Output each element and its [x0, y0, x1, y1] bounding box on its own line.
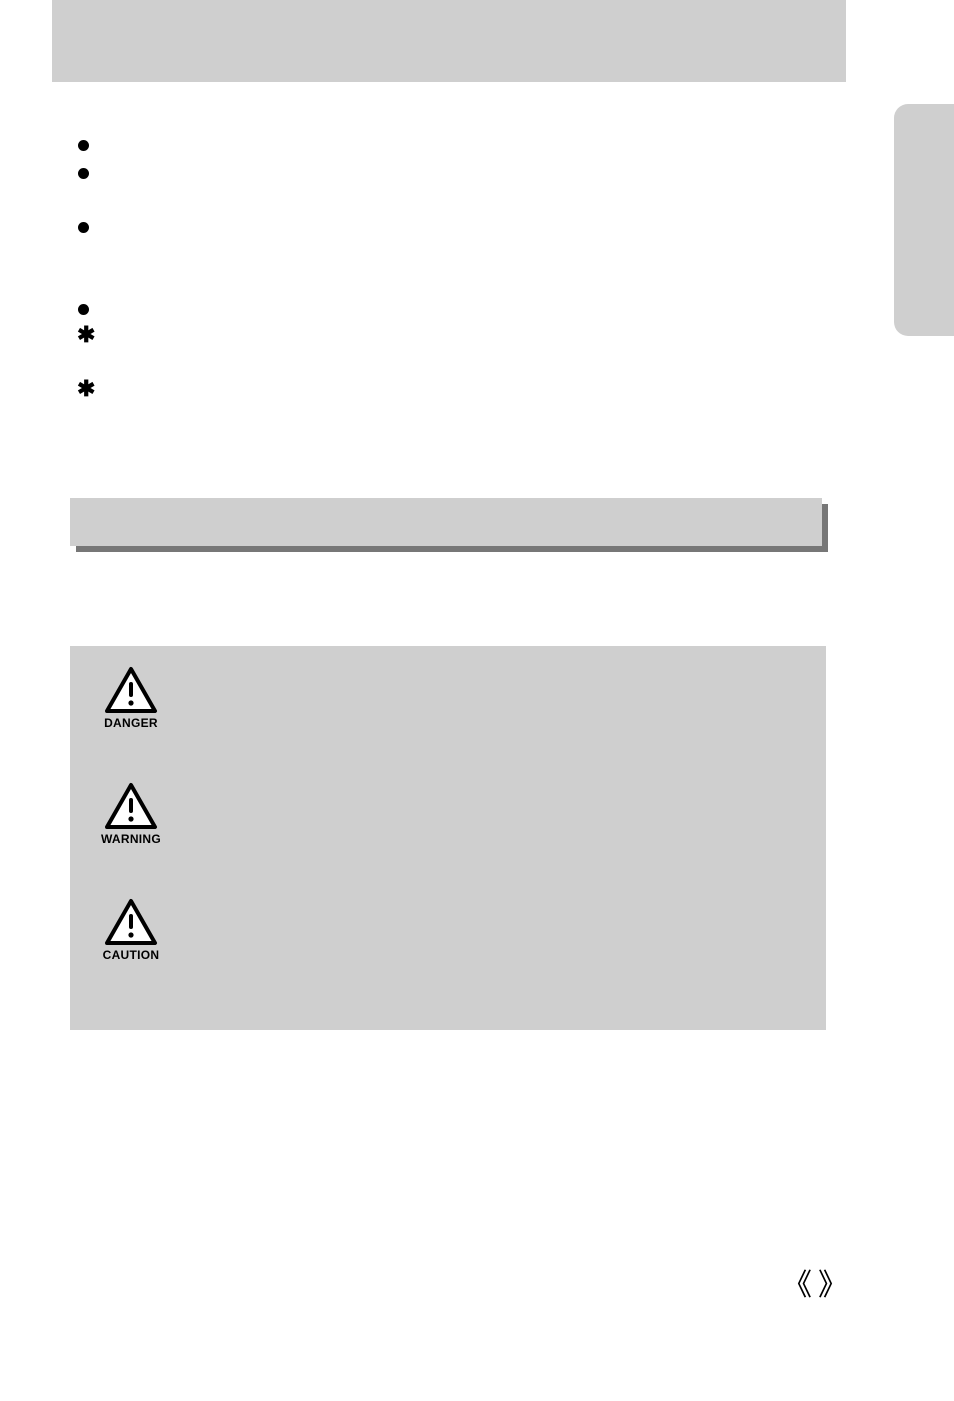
header-bar	[52, 0, 846, 82]
warning-triangle-icon	[104, 898, 158, 946]
asterisk-icon: ✱	[77, 382, 95, 396]
hazard-caution: CAUTION	[100, 898, 162, 962]
hazard-label: CAUTION	[100, 948, 162, 962]
section-header-front	[70, 498, 822, 546]
hazard-warning: WARNING	[100, 782, 162, 846]
hazard-label: WARNING	[100, 832, 162, 846]
hazard-label: DANGER	[100, 716, 162, 730]
asterisk-icon: ✱	[77, 328, 95, 342]
angle-right-icon: 》	[818, 1269, 848, 1302]
page: ✱ ✱ DANGER WARNING	[0, 0, 954, 1401]
section-header-box	[70, 498, 822, 546]
side-tab	[894, 104, 954, 336]
hazard-danger: DANGER	[100, 666, 162, 730]
warning-triangle-icon	[104, 782, 158, 830]
bullet-dot-icon	[78, 222, 89, 233]
bullet-dot-icon	[78, 140, 89, 151]
footer-angle-brackets: 《》	[782, 1260, 848, 1304]
angle-left-icon: 《	[782, 1269, 812, 1302]
bullet-dot-icon	[78, 168, 89, 179]
hazard-box: DANGER WARNING CAUTION	[70, 646, 826, 1030]
bullet-dot-icon	[78, 304, 89, 315]
warning-triangle-icon	[104, 666, 158, 714]
